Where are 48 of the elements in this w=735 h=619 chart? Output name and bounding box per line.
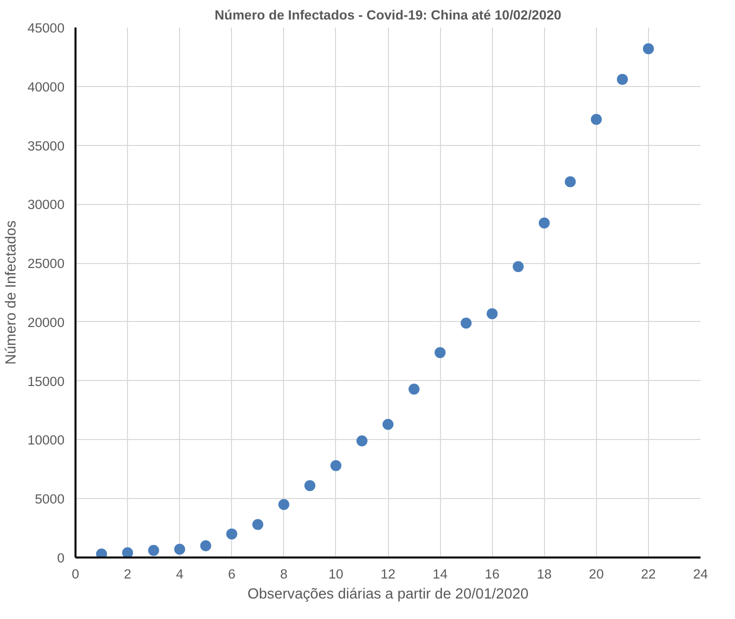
x-tick-label: 20 bbox=[588, 566, 604, 582]
point bbox=[252, 519, 264, 530]
y-axis-title: Número de Infectados bbox=[3, 220, 20, 365]
point bbox=[590, 114, 602, 125]
point bbox=[226, 528, 238, 540]
x-tick-label: 10 bbox=[328, 566, 344, 582]
y-tick-label: 0 bbox=[57, 550, 65, 566]
point bbox=[434, 347, 446, 358]
x-tick-label: 18 bbox=[536, 566, 552, 582]
y-tick-label: 45000 bbox=[27, 20, 64, 36]
y-tick-label: 25000 bbox=[27, 256, 64, 272]
x-tick-label: 16 bbox=[484, 566, 500, 582]
x-tick-label: 14 bbox=[432, 566, 448, 582]
y-tick-label: 15000 bbox=[27, 374, 64, 389]
point bbox=[330, 460, 342, 472]
y-tick-label: 20000 bbox=[27, 314, 64, 330]
x-tick-label: 24 bbox=[693, 566, 708, 582]
y-tick-label: 10000 bbox=[27, 432, 64, 448]
point bbox=[200, 540, 212, 552]
x-axis-title: Observações diárias a partir de 20/01/2020 bbox=[247, 586, 529, 602]
point bbox=[356, 435, 368, 446]
point bbox=[304, 480, 316, 492]
y-tick-label: 35000 bbox=[27, 138, 64, 154]
point bbox=[486, 308, 498, 320]
point bbox=[174, 544, 186, 555]
point bbox=[148, 544, 160, 556]
chart-title: Número de Infectados - Covid-19: China até 10/02/2020 bbox=[214, 8, 562, 22]
point bbox=[96, 548, 108, 558]
y-tick-label: 40000 bbox=[27, 79, 64, 94]
x-tick-label: 6 bbox=[228, 566, 236, 582]
x-tick-label: 12 bbox=[380, 566, 396, 582]
point bbox=[408, 384, 420, 395]
x-tick-label: 2 bbox=[124, 566, 132, 582]
point bbox=[642, 43, 654, 54]
point bbox=[382, 418, 394, 430]
x-tick-label: 8 bbox=[280, 566, 288, 582]
point bbox=[122, 547, 134, 558]
x-tick-label: 22 bbox=[641, 566, 656, 582]
point bbox=[564, 176, 576, 188]
y-tick-label: 5000 bbox=[34, 492, 65, 507]
point bbox=[512, 261, 524, 272]
point bbox=[538, 218, 550, 228]
y-tick-label: 30000 bbox=[27, 197, 64, 212]
point bbox=[460, 318, 472, 329]
x-tick-label: 4 bbox=[176, 566, 184, 582]
x-tick-label: 0 bbox=[72, 566, 80, 582]
point bbox=[278, 499, 290, 510]
point bbox=[616, 74, 628, 85]
